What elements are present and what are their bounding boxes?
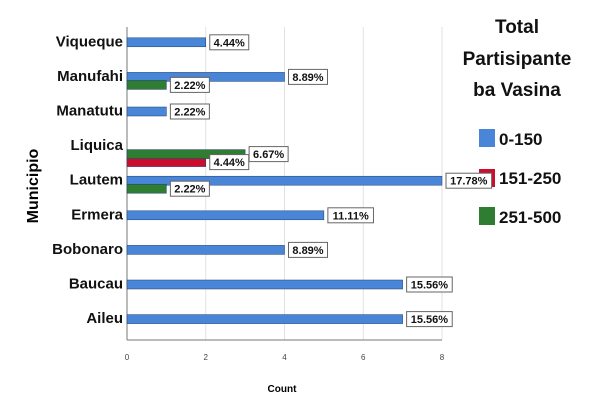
x-axis-title: Count [268,384,298,395]
y-axis-title: Municipio [25,148,42,223]
legend-label-251-500: 251-500 [499,208,561,227]
data-label-manatutu-0-150: 2.22% [174,107,205,119]
bar-manufahi-251-500 [126,80,167,90]
data-label-ermera-0-150: 11.11% [333,210,369,222]
data-label-baucau-0-150: 15.56% [411,280,449,292]
bar-baucau-0-150 [126,279,403,290]
y-tick-label-manufahi: Manufahi [57,68,123,85]
legend: Total Partisipante ba Vasina 0-150 151-2… [463,17,572,227]
data-labels: 4.44% 8.89% 2.22% 17.78% 11.11% 8.89% 15.56% 15… [169,34,493,328]
legend-label-151-250: 151-250 [499,169,561,188]
data-label-box-aileu-0-150 [406,311,453,328]
data-label-box-manufahi-0-150 [288,68,328,85]
data-label-lautem-251-500: 2.22% [174,184,205,196]
y-tick-label-ermera: Ermera [71,206,123,223]
bar-manatutu-0-150 [126,106,167,117]
data-label-box-liquica-251-500 [248,146,289,163]
bar-lautem-0-150 [126,175,443,186]
data-label-aileu-0-150: 15.56% [411,314,449,326]
x-tick-label-6: 6 [361,353,366,362]
y-tick-label-liquica: Liquica [70,137,123,154]
data-label-lautem-0-150: 17.78% [450,176,488,188]
y-tick-label-viqueque: Viqueque [56,33,123,50]
data-label-box-ermera-0-150 [327,207,374,224]
data-label-box-viqueque-0-150 [209,34,250,51]
data-label-viqueque-0-150: 4.44% [214,37,245,49]
y-tick-label-lautem: Lautem [70,172,123,189]
data-label-box-lautem-251-500 [169,180,210,197]
y-tick-label-baucau: Baucau [69,276,123,293]
legend-swatch-251-500 [479,207,495,225]
bar-lautem-251-500 [126,183,167,194]
data-label-manufahi-0-150: 8.89% [292,72,323,84]
y-tick-label-aileu: Aileu [86,310,123,327]
x-tick-label-4: 4 [282,353,287,362]
bar-aileu-0-150 [126,314,403,324]
x-tick-label-8: 8 [440,353,445,362]
legend-title-line-1: Total [495,17,539,38]
bars [126,37,443,324]
legend-swatch-0-150 [479,129,495,147]
legend-label-0-150: 0-150 [499,130,542,149]
data-label-bobonaro-0-150: 8.89% [292,245,323,257]
data-label-box-manufahi-251-500 [169,76,210,93]
data-label-box-baucau-0-150 [406,276,453,293]
bar-bobonaro-0-150 [126,245,285,255]
x-tick-label-0: 0 [125,353,130,362]
legend-title-line-3: ba Vasina [473,80,561,101]
data-label-liquica-151-250: 4.44% [214,157,245,169]
data-label-liquica-251-500: 6.67% [253,149,284,161]
data-label-box-lautem-0-150 [445,172,493,189]
bar-liquica-151-250 [126,157,206,167]
y-tick-label-manatutu: Manatutu [56,103,123,120]
data-label-manufahi-251-500: 2.22% [174,80,205,92]
legend-title-line-2: Partisipante [463,49,572,70]
x-tick-label-2: 2 [204,353,209,362]
data-label-box-bobonaro-0-150 [288,241,328,258]
y-tick-label-bobonaro: Bobonaro [52,241,123,258]
bar-ermera-0-150 [126,210,325,221]
bar-viqueque-0-150 [126,37,206,48]
data-label-box-manatutu-0-150 [169,103,210,120]
